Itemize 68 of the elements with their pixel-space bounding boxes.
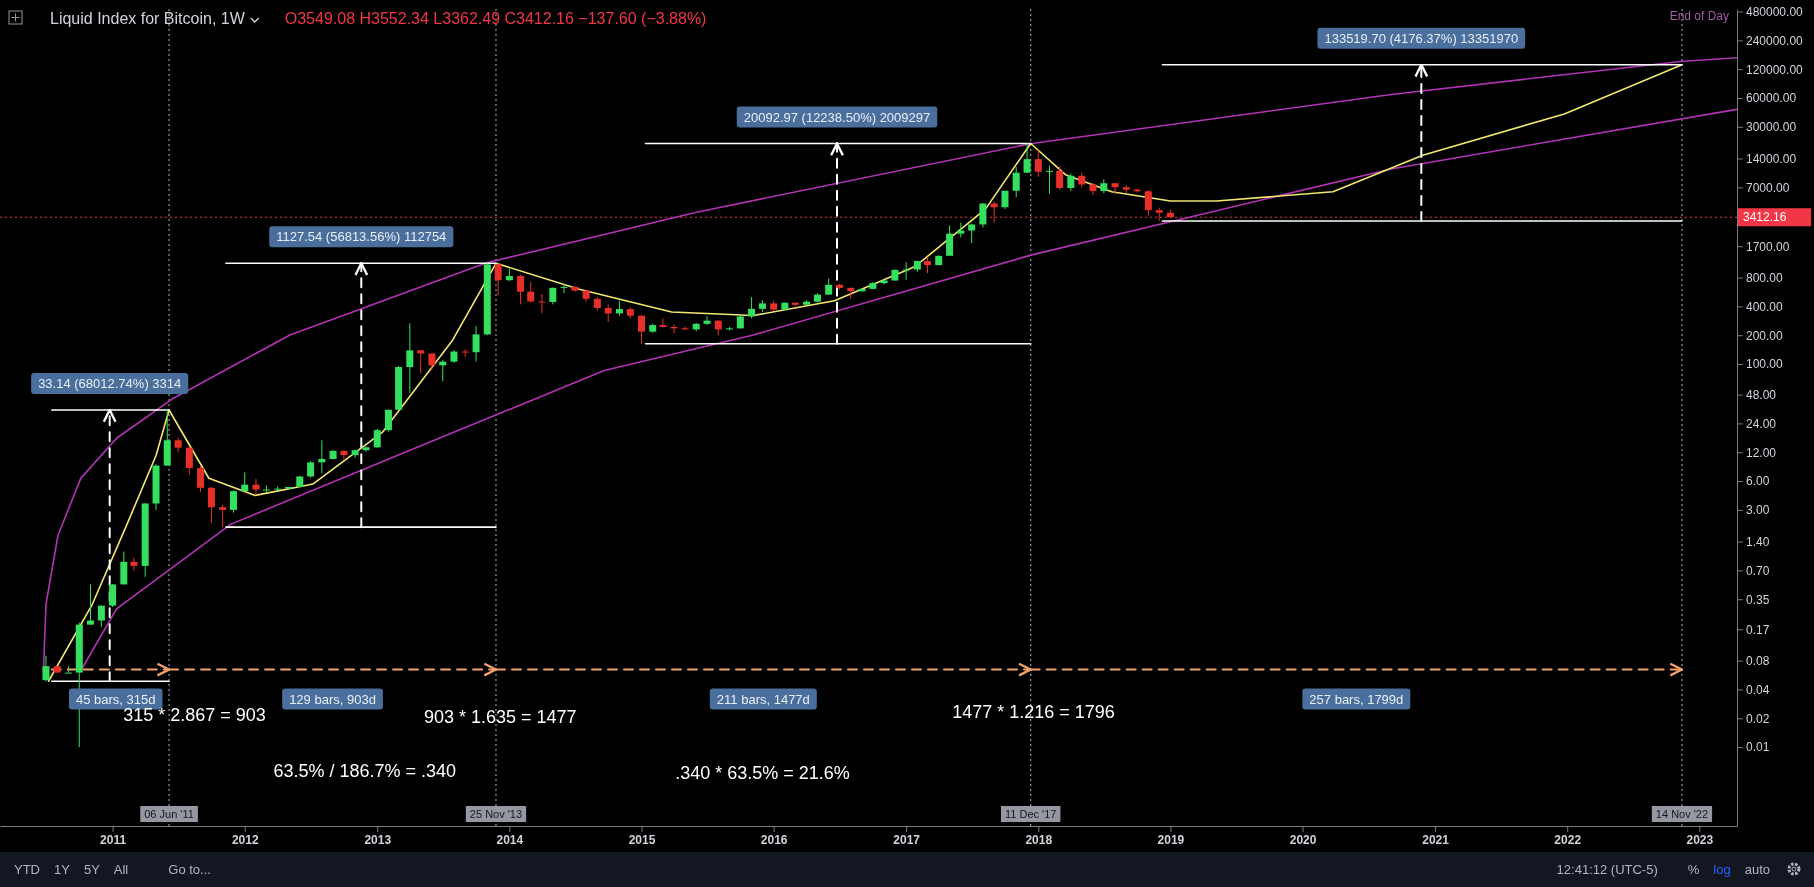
y-tick-label: 3.00 xyxy=(1746,503,1770,518)
ref-line-label: 3412.16 xyxy=(1743,210,1787,225)
annotation: 45 bars, 315d xyxy=(75,691,156,707)
text: % xyxy=(1687,862,1700,877)
ref-line-label: 11 Dec '17 xyxy=(1004,808,1057,820)
x-tick-label: 2016 xyxy=(760,832,788,847)
ref-line-label: 25 Nov '13 xyxy=(469,808,523,820)
x-tick-label: 2023 xyxy=(1686,832,1714,847)
annotation: 903 * 1.635 = 1477 xyxy=(423,707,577,728)
x-tick-label: 2011 xyxy=(100,832,127,847)
y-tick-label: 0.17 xyxy=(1746,622,1770,637)
annotation: 33.14 (68012.74%) 3314 xyxy=(38,375,182,391)
x-tick-label: 2014 xyxy=(496,832,524,847)
y-tick-label: 200.00 xyxy=(1746,328,1784,343)
y-tick-label: 400.00 xyxy=(1746,299,1784,314)
y-tick-label: 0.01 xyxy=(1746,740,1770,755)
x-tick-label: 2012 xyxy=(231,832,259,847)
y-tick-label: 6.00 xyxy=(1746,474,1770,489)
ref-line-label: 06 Jun '11 xyxy=(144,808,194,820)
chart-title: Liquid Index for Bitcoin, 1W xyxy=(50,10,246,27)
annotation: 129 bars, 903d xyxy=(289,691,376,707)
x-tick-label: 2017 xyxy=(893,832,921,847)
annotation: 20092.97 (12238.50%) 2009297 xyxy=(743,109,931,125)
annotation: 211 bars, 1477d xyxy=(716,691,810,707)
text: All xyxy=(113,862,129,877)
x-tick-label: 2015 xyxy=(628,832,656,847)
y-tick-label: 800.00 xyxy=(1746,270,1784,285)
y-tick-label: 24.00 xyxy=(1746,416,1777,431)
annotation: 133519.70 (4176.37%) 13351970 xyxy=(1324,30,1519,46)
y-tick-label: 100.00 xyxy=(1746,357,1784,372)
x-tick-label: 2022 xyxy=(1554,832,1582,847)
y-tick-label: 240000.00 xyxy=(1746,33,1804,48)
annotation: .340 * 63.5% = 21.6% xyxy=(675,762,850,783)
y-tick-label: 0.70 xyxy=(1746,563,1770,578)
text: 1Y xyxy=(54,862,71,877)
annotation: End of Day xyxy=(1669,9,1729,23)
y-tick-label: 0.08 xyxy=(1746,653,1770,668)
text: 5Y xyxy=(83,862,101,877)
text: 12:41:12 (UTC-5) xyxy=(1556,862,1658,877)
x-tick-label: 2019 xyxy=(1157,832,1185,847)
y-tick-label: 48.00 xyxy=(1746,387,1777,402)
x-tick-label: 2018 xyxy=(1025,832,1053,847)
y-tick-label: 60000.00 xyxy=(1746,91,1797,106)
text: Go to... xyxy=(168,862,211,877)
y-tick-label: 1700.00 xyxy=(1746,239,1790,254)
y-tick-label: 1.40 xyxy=(1746,534,1770,549)
ref-line-label: 14 Nov '22 xyxy=(1655,808,1709,820)
x-tick-label: 2020 xyxy=(1289,832,1317,847)
text: auto xyxy=(1744,862,1770,877)
y-tick-label: 480000.00 xyxy=(1746,4,1804,19)
x-tick-label: 2021 xyxy=(1422,832,1450,847)
text: YTD xyxy=(14,862,40,877)
y-tick-label: 7000.00 xyxy=(1746,180,1790,195)
y-tick-label: 12.00 xyxy=(1746,445,1777,460)
annotation: 63.5% / 186.7% = .340 xyxy=(273,760,457,781)
y-tick-label: 30000.00 xyxy=(1746,120,1797,135)
x-tick-label: 2013 xyxy=(364,832,392,847)
annotation: 257 bars, 1799d xyxy=(1309,691,1404,707)
text: log xyxy=(1713,862,1731,877)
annotation: 1477 * 1.216 = 1796 xyxy=(952,702,1115,723)
y-tick-label: 0.02 xyxy=(1746,711,1770,726)
y-tick-label: 120000.00 xyxy=(1746,62,1804,77)
y-tick-label: 0.04 xyxy=(1746,682,1770,697)
y-tick-label: 14000.00 xyxy=(1746,151,1797,166)
annotation: 315 * 2.867 = 903 xyxy=(123,704,266,725)
chart-subtitle: O3549.08 H3552.34 L3362.49 C3412.16 −137.60 (−3.88%) xyxy=(284,10,707,27)
y-tick-label: 0.35 xyxy=(1746,592,1770,607)
annotation: 1127.54 (56813.56%) 112754 xyxy=(276,229,447,245)
